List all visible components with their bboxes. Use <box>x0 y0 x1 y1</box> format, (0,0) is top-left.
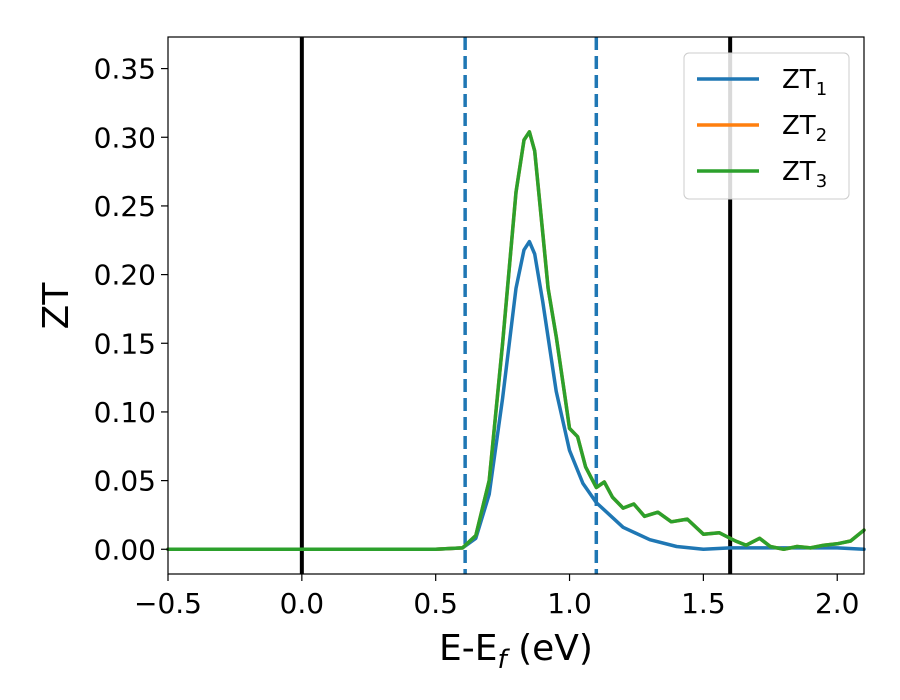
series-line-3 <box>166 130 866 552</box>
legend-label-3: ZT3 <box>782 157 827 192</box>
legend-items: ZT1 ZT2 ZT3 <box>697 65 827 192</box>
x-axis: −0.5 0.0 0.5 1.0 1.5 2.0 <box>134 574 859 620</box>
x-tick-label: 0.5 <box>413 587 458 620</box>
reference-lines <box>299 37 733 574</box>
legend-box <box>683 52 850 200</box>
y-tick-label: 0.00 <box>94 533 156 566</box>
legend-label-2: ZT2 <box>782 111 827 146</box>
legend-label-1: ZT1 <box>782 65 827 100</box>
y-tick-label: 0.15 <box>94 327 156 360</box>
y-tick-label: 0.10 <box>94 396 156 429</box>
legend: ZT1 ZT2 ZT3 <box>683 52 850 200</box>
y-axis: 0.00 0.05 0.10 0.15 0.20 0.25 0.30 0.35 <box>94 53 168 566</box>
y-tick-label: 0.25 <box>94 190 156 223</box>
series-lines <box>166 130 866 552</box>
y-tick-label: 0.05 <box>94 465 156 498</box>
y-axis-title: ZT <box>36 282 77 330</box>
x-tick-label: −0.5 <box>134 587 202 620</box>
x-tick-label: 1.0 <box>547 587 592 620</box>
y-tick-label: 0.30 <box>94 121 156 154</box>
y-tick-label: 0.35 <box>94 53 156 86</box>
x-tick-label: 2.0 <box>815 587 860 620</box>
x-tick-label: 1.5 <box>681 587 726 620</box>
x-axis-title: E-Ef (eV) <box>439 628 593 675</box>
x-tick-label: 0.0 <box>280 587 325 620</box>
series-line-1 <box>166 239 866 552</box>
plot-area-frame <box>167 36 865 575</box>
x-axis-title-main: E-E <box>439 628 497 669</box>
y-tick-label: 0.20 <box>94 259 156 292</box>
x-axis-title-unit: (eV) <box>507 628 593 669</box>
